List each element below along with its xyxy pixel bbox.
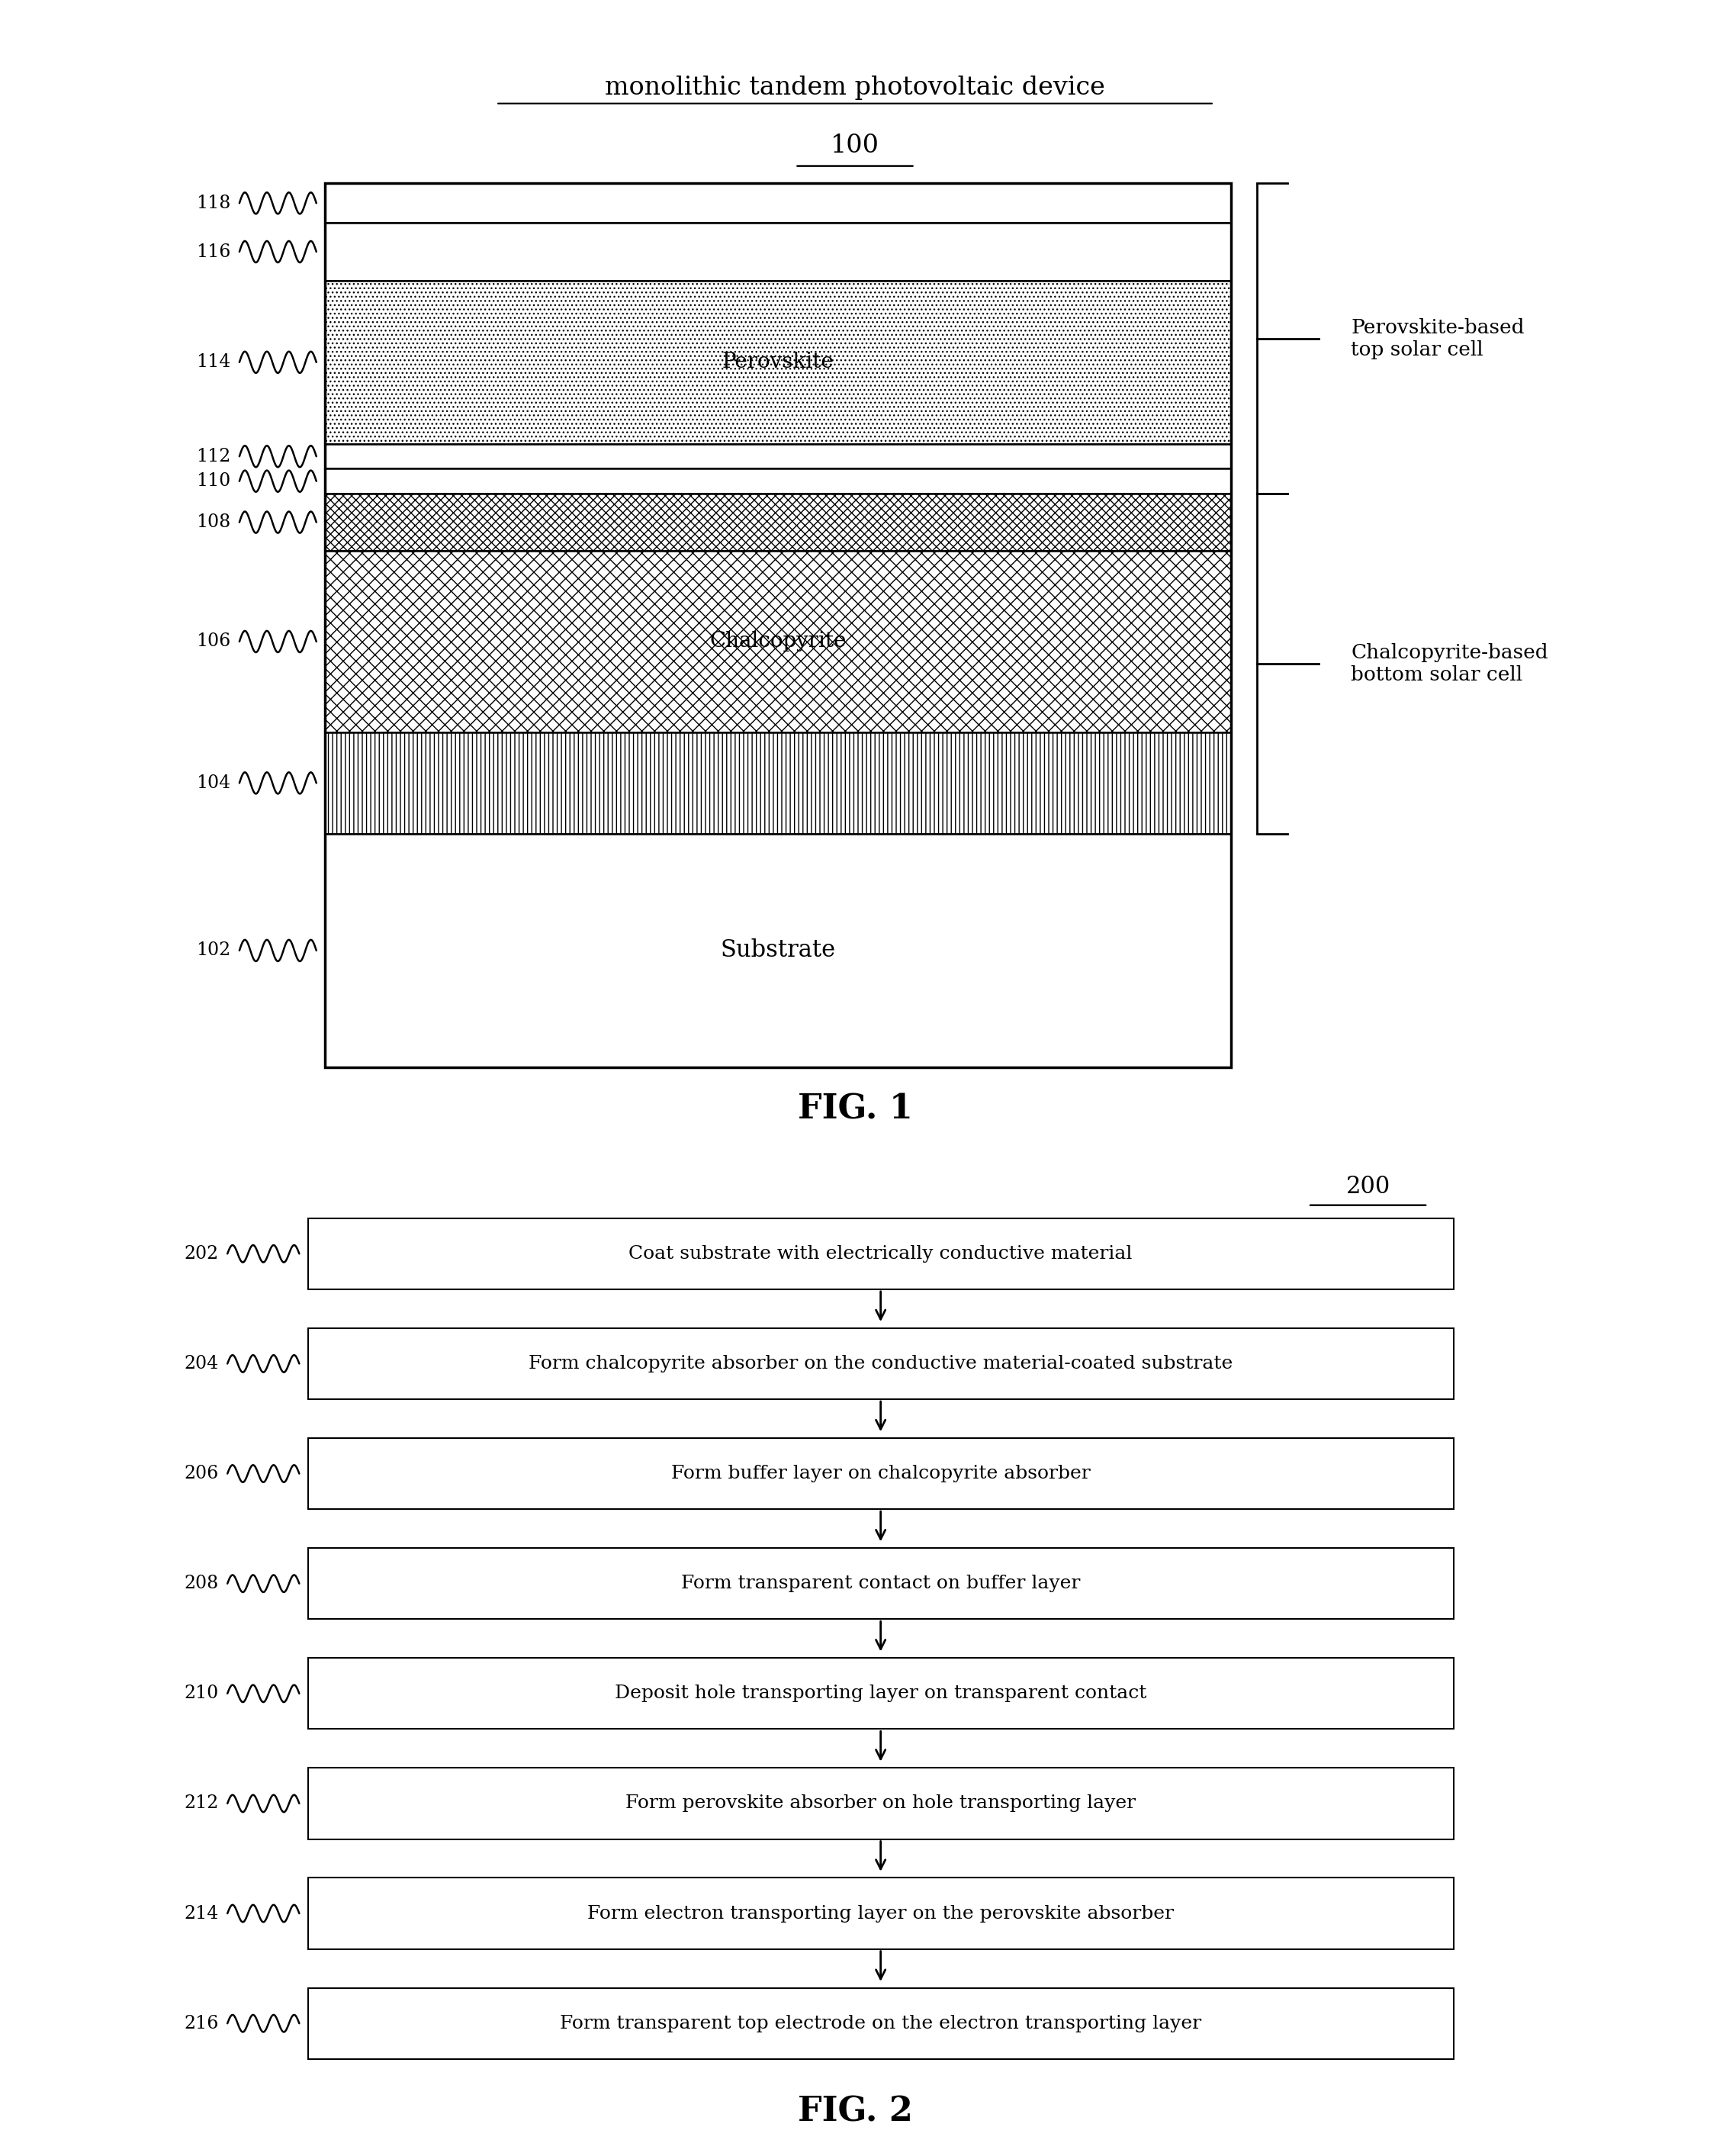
Text: 114: 114	[197, 354, 231, 371]
Text: 118: 118	[197, 194, 231, 211]
Text: 202: 202	[185, 1244, 219, 1263]
Text: 104: 104	[197, 774, 231, 791]
Text: Perovskite-based
top solar cell: Perovskite-based top solar cell	[1351, 317, 1524, 360]
Text: 200: 200	[1346, 1175, 1390, 1199]
Bar	[325, 468, 1231, 494]
Text: Form perovskite absorber on hole transporting layer: Form perovskite absorber on hole transpo…	[626, 1794, 1135, 1813]
Text: 110: 110	[197, 472, 231, 489]
Text: 216: 216	[185, 2014, 219, 2033]
Text: Perovskite: Perovskite	[722, 351, 834, 373]
Text: Deposit hole transporting layer on transparent contact: Deposit hole transporting layer on trans…	[614, 1684, 1147, 1703]
Bar	[325, 280, 1231, 444]
Text: Chalcopyrite-based
bottom solar cell: Chalcopyrite-based bottom solar cell	[1351, 642, 1548, 683]
Text: 108: 108	[197, 513, 231, 530]
Text: 112: 112	[197, 448, 231, 466]
Text: 208: 208	[185, 1574, 219, 1593]
Bar	[308, 1218, 1453, 1289]
Text: 100: 100	[831, 134, 879, 157]
Bar	[308, 1988, 1453, 2059]
Bar	[308, 1768, 1453, 1839]
Text: 102: 102	[197, 942, 231, 959]
Text: 116: 116	[197, 244, 231, 261]
Text: Form chalcopyrite absorber on the conductive material-coated substrate: Form chalcopyrite absorber on the conduc…	[528, 1354, 1233, 1373]
Bar	[325, 494, 1231, 552]
Text: 204: 204	[185, 1354, 219, 1373]
Text: monolithic tandem photovoltaic device: monolithic tandem photovoltaic device	[605, 75, 1105, 99]
Bar	[325, 444, 1231, 468]
Text: 214: 214	[185, 1904, 219, 1923]
Text: 210: 210	[185, 1684, 219, 1703]
Text: Form transparent top electrode on the electron transporting layer: Form transparent top electrode on the el…	[559, 2014, 1202, 2033]
Text: Coat substrate with electrically conductive material: Coat substrate with electrically conduct…	[629, 1244, 1132, 1263]
Bar	[308, 1328, 1453, 1399]
Bar	[325, 552, 1231, 733]
Text: Form electron transporting layer on the perovskite absorber: Form electron transporting layer on the …	[588, 1904, 1173, 1923]
Bar	[308, 1658, 1453, 1729]
Text: Form buffer layer on chalcopyrite absorber: Form buffer layer on chalcopyrite absorb…	[670, 1464, 1091, 1483]
Bar	[325, 834, 1231, 1067]
Text: 212: 212	[185, 1794, 219, 1813]
Bar	[325, 183, 1231, 1067]
Text: 106: 106	[197, 634, 231, 651]
Bar	[308, 1878, 1453, 1949]
Text: FIG. 2: FIG. 2	[797, 2096, 913, 2128]
Text: Form transparent contact on buffer layer: Form transparent contact on buffer layer	[681, 1574, 1081, 1593]
Bar	[325, 733, 1231, 834]
Bar	[325, 183, 1231, 222]
Text: Chalcopyrite: Chalcopyrite	[710, 632, 846, 651]
Text: 206: 206	[185, 1464, 219, 1483]
Bar	[308, 1438, 1453, 1509]
Bar	[308, 1548, 1453, 1619]
Text: Substrate: Substrate	[720, 938, 836, 962]
Text: FIG. 1: FIG. 1	[797, 1093, 913, 1125]
Bar	[325, 222, 1231, 280]
